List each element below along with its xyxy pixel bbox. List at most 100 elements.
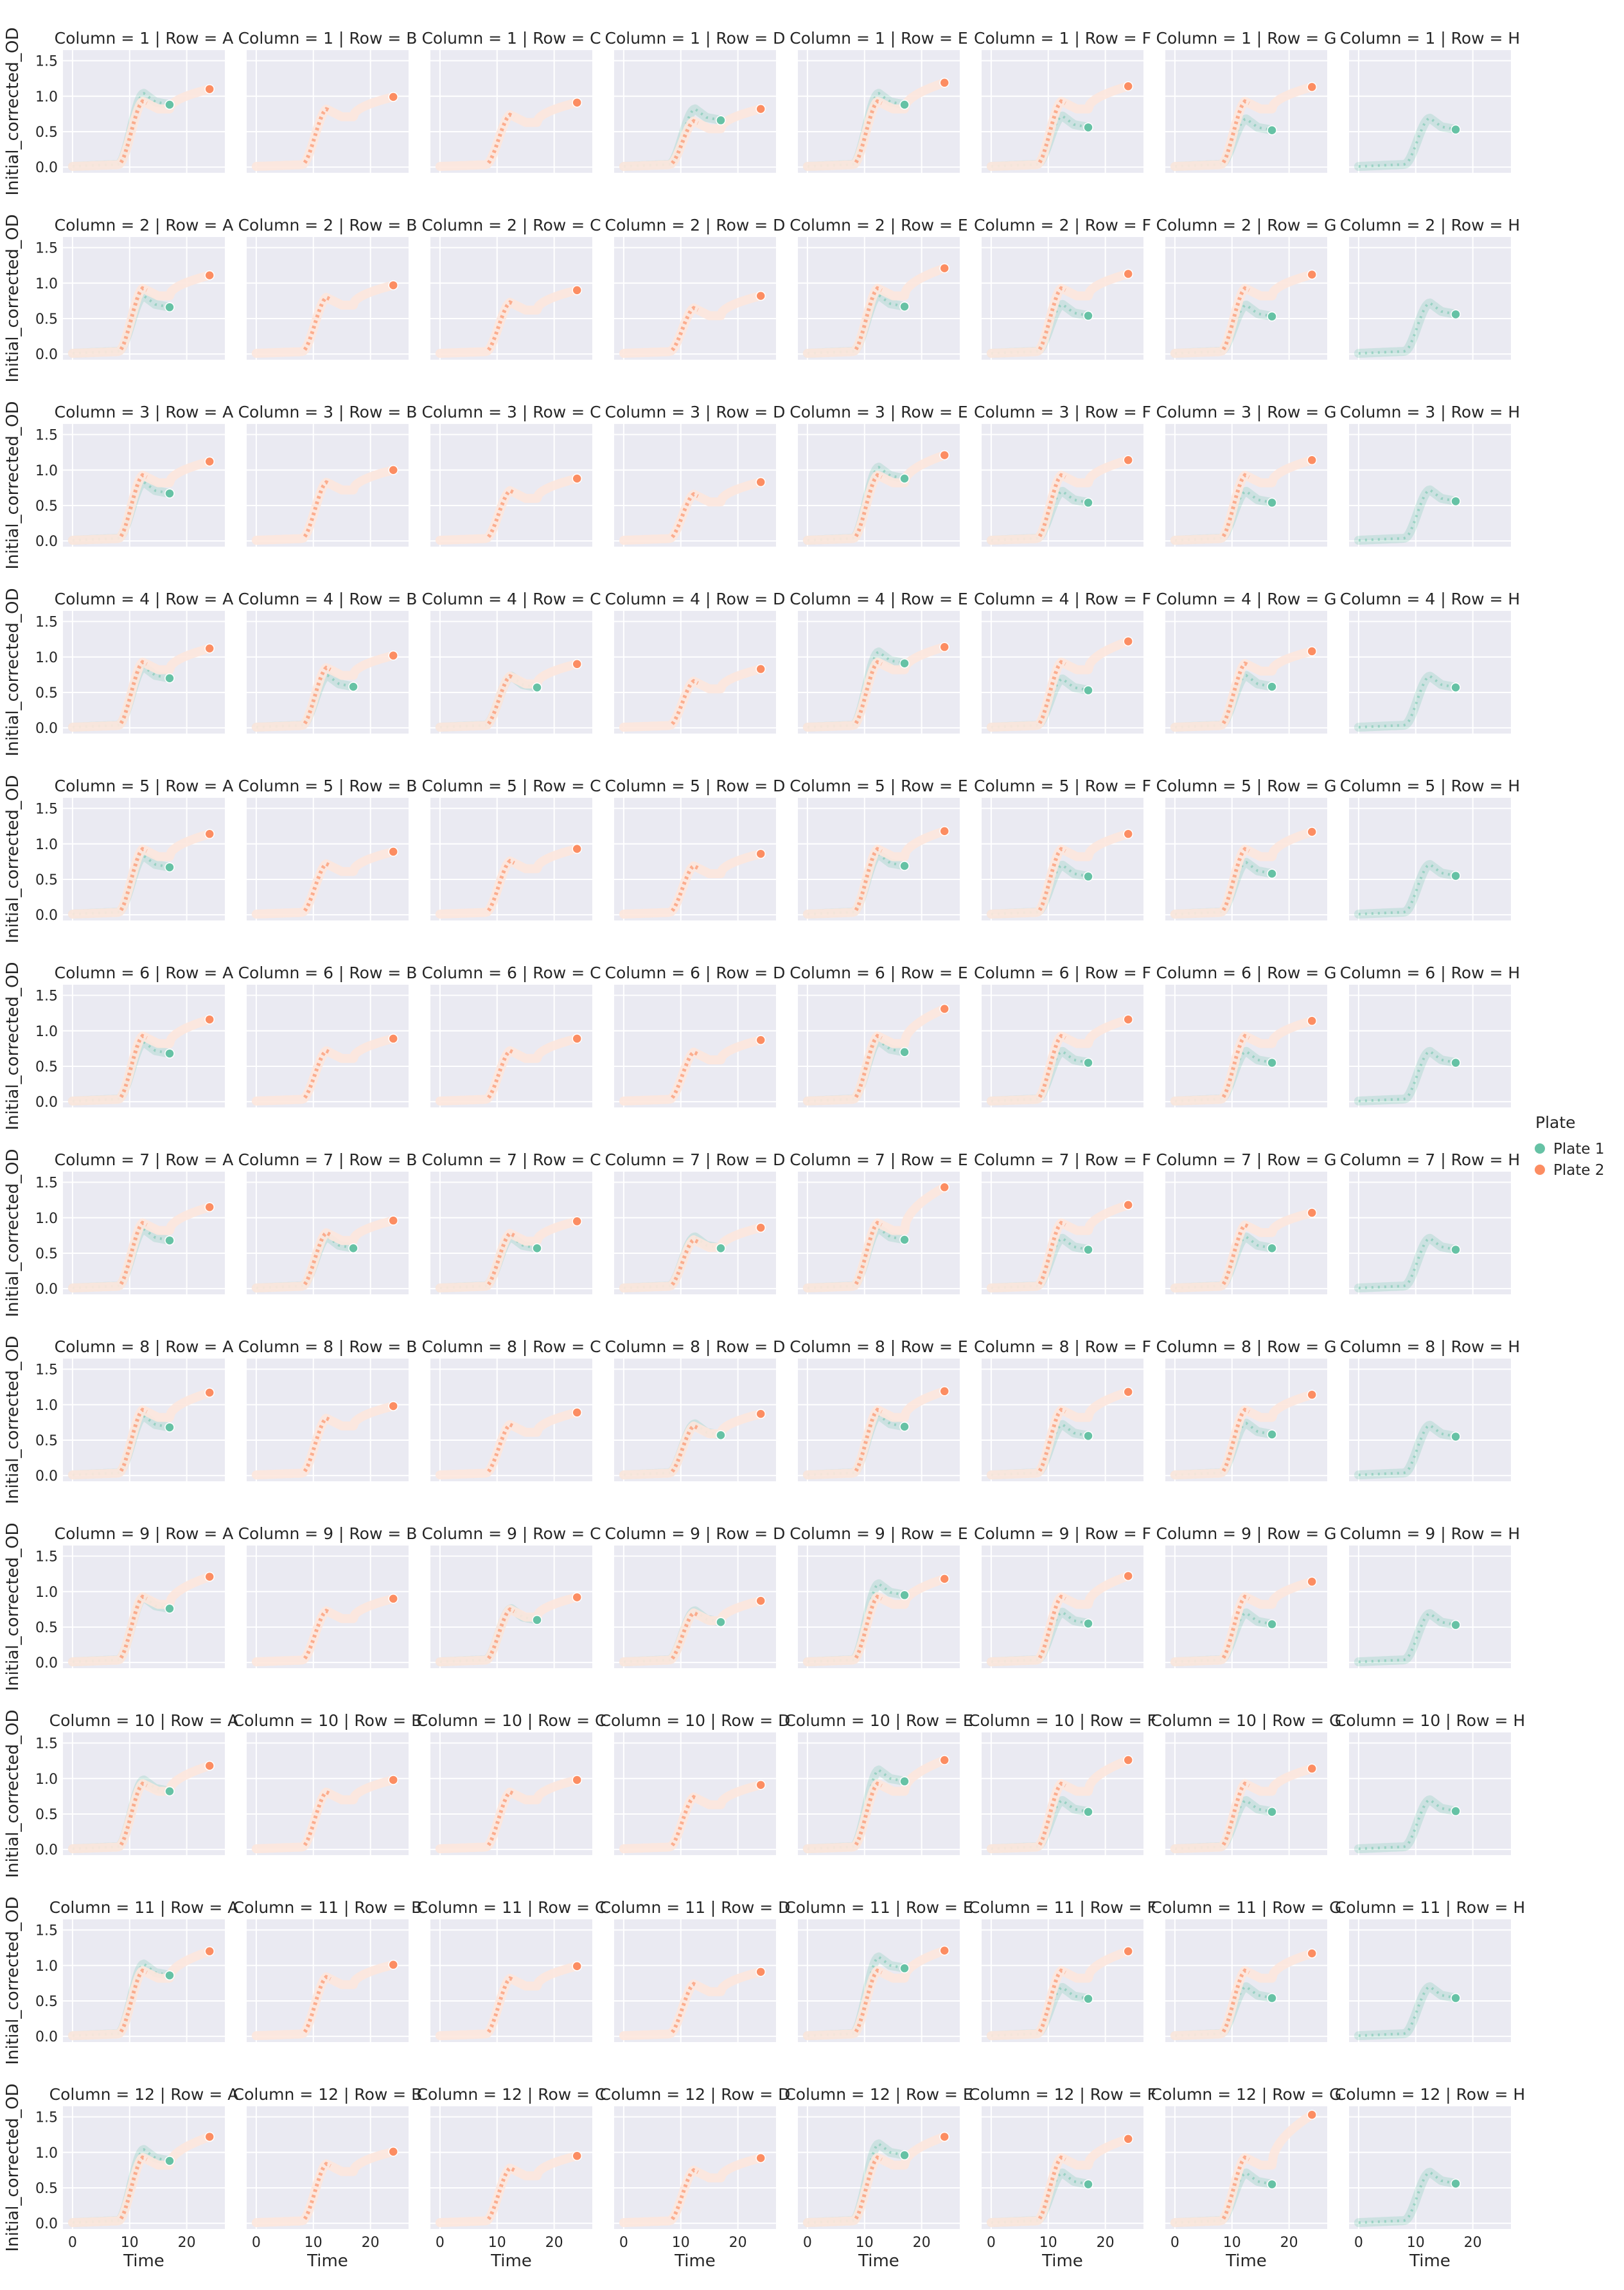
plate-2-points bbox=[1037, 1781, 1066, 1846]
panel-series bbox=[251, 1775, 398, 1854]
plate-2-final-point bbox=[1123, 81, 1133, 92]
facet-title: Column = 9 | Row = G bbox=[1156, 1524, 1336, 1543]
y-axis-label: Initial_corrected_OD bbox=[3, 1710, 22, 1878]
panel-series bbox=[1170, 270, 1317, 358]
plate-1-final-point bbox=[1451, 124, 1461, 135]
plate-2-trace bbox=[67, 84, 215, 172]
facet-title: Column = 4 | Row = H bbox=[1340, 590, 1520, 608]
y-tick-label: 0.0 bbox=[35, 1095, 58, 1111]
plate-2-points bbox=[1037, 847, 1066, 912]
plate-2-final-point bbox=[388, 1775, 398, 1785]
plate-2-points bbox=[1221, 1407, 1250, 1472]
plate-2-points bbox=[671, 678, 699, 725]
plate-1-final-point bbox=[164, 1422, 175, 1432]
y-tick-label: 1.5 bbox=[35, 615, 58, 631]
y-tick-label: 0.5 bbox=[35, 1807, 58, 1823]
panel-col-3-row-e: Column = 3 | Row = E bbox=[790, 403, 968, 547]
legend-marker-plate-1 bbox=[1535, 1143, 1545, 1154]
facet-title: Column = 4 | Row = B bbox=[238, 590, 418, 608]
panel-col-7-row-b: Column = 7 | Row = B bbox=[238, 1150, 417, 1294]
panel-series bbox=[619, 2153, 766, 2228]
panel-background bbox=[1165, 424, 1327, 547]
panel-background bbox=[1349, 424, 1511, 547]
plate-2-final-point bbox=[1307, 2109, 1317, 2120]
panel-col-6-row-h: Column = 6 | Row = H bbox=[1340, 964, 1520, 1107]
x-tick-label: 10 bbox=[1223, 2235, 1241, 2251]
facet-title: Column = 2 | Row = A bbox=[55, 216, 234, 234]
plate-2-final-point bbox=[1123, 1571, 1133, 1581]
x-tick-label: 0 bbox=[619, 2235, 628, 2251]
plate-2-final-point bbox=[1307, 1389, 1317, 1400]
panel-series bbox=[251, 847, 398, 919]
plate-2-points bbox=[303, 1975, 331, 2033]
panel-series bbox=[802, 1386, 949, 1480]
facet-title: Column = 6 | Row = H bbox=[1340, 964, 1520, 982]
panel-background bbox=[1349, 611, 1511, 734]
y-tick-label: 0.0 bbox=[35, 2029, 58, 2045]
panel-series bbox=[67, 270, 215, 358]
panel-background bbox=[1349, 1919, 1511, 2042]
plate-2-trace bbox=[1170, 270, 1317, 358]
panel-series bbox=[435, 1217, 582, 1293]
facet-title: Column = 1 | Row = C bbox=[421, 29, 601, 48]
plate-1-final-point bbox=[899, 658, 910, 669]
plate-1-final-point bbox=[899, 2150, 910, 2160]
y-tick-label: 1.5 bbox=[35, 241, 58, 257]
y-tick-label: 0.0 bbox=[35, 1468, 58, 1484]
plate-1-final-point bbox=[532, 682, 542, 692]
panel-series bbox=[251, 465, 398, 545]
panel-col-7-row-a: Column = 7 | Row = A 0.0 0.5 1.0 1.5 Initial_… bbox=[3, 1149, 233, 1317]
plate-1-final-point bbox=[899, 473, 910, 484]
y-tick-label: 0.5 bbox=[35, 1620, 58, 1636]
plate-2-trace bbox=[802, 1946, 949, 2041]
plate-2-final-point bbox=[1307, 646, 1317, 656]
plate-2-final-point bbox=[1123, 1387, 1133, 1397]
panel-col-8-row-a: Column = 8 | Row = A 0.0 0.5 1.0 1.5 Initial_… bbox=[3, 1336, 233, 1504]
y-tick-label: 1.0 bbox=[35, 89, 58, 105]
facet-title: Column = 12 | Row = C bbox=[417, 2085, 606, 2104]
panel-col-5-row-f: Column = 5 | Row = F bbox=[974, 777, 1151, 920]
y-tick-label: 0.5 bbox=[35, 125, 58, 141]
plate-2-points bbox=[1221, 847, 1250, 912]
panel-col-11-row-g: Column = 11 | Row = G bbox=[1151, 1898, 1341, 2042]
plate-2-trace bbox=[619, 1967, 766, 2041]
plate-2-points bbox=[486, 1976, 515, 2033]
facet-title: Column = 11 | Row = C bbox=[417, 1898, 606, 1917]
plate-2-points bbox=[119, 473, 148, 538]
plate-2-points bbox=[303, 480, 331, 538]
facet-title: Column = 10 | Row = G bbox=[1151, 1711, 1342, 1730]
panel-col-6-row-e: Column = 6 | Row = E bbox=[790, 964, 968, 1107]
plate-2-trace bbox=[251, 1960, 398, 2041]
panel-col-1-row-f: Column = 1 | Row = F bbox=[974, 29, 1151, 173]
panel-col-8-row-f: Column = 8 | Row = F bbox=[974, 1337, 1151, 1481]
plate-2-final-point bbox=[388, 1401, 398, 1411]
panel-background bbox=[1165, 1546, 1327, 1668]
plate-2-trace bbox=[251, 281, 398, 358]
panel-background bbox=[63, 50, 225, 173]
plate-2-final-point bbox=[1307, 1208, 1317, 1218]
legend-title: Plate bbox=[1535, 1113, 1576, 1132]
panel-col-7-row-h: Column = 7 | Row = H bbox=[1340, 1150, 1520, 1294]
plate-1-final-point bbox=[164, 488, 175, 498]
panel-col-10-row-e: Column = 10 | Row = E bbox=[784, 1711, 973, 1855]
plate-2-trace bbox=[67, 1761, 215, 1854]
plate-2-points bbox=[854, 2155, 883, 2220]
plate-2-points bbox=[1221, 286, 1250, 351]
y-tick-label: 0.0 bbox=[35, 347, 58, 363]
facet-title: Column = 7 | Row = D bbox=[605, 1150, 786, 1169]
x-axis-label: Time bbox=[1041, 2251, 1083, 2271]
x-tick-label: 10 bbox=[1039, 2235, 1057, 2251]
panel-col-9-row-h: Column = 9 | Row = H bbox=[1340, 1524, 1520, 1668]
plate-2-trace bbox=[802, 642, 949, 732]
facet-title: Column = 5 | Row = F bbox=[974, 777, 1151, 795]
facet-title: Column = 3 | Row = C bbox=[421, 403, 601, 421]
panel-background bbox=[982, 1732, 1143, 1855]
x-tick-label: 10 bbox=[1407, 2235, 1425, 2251]
panel-col-3-row-c: Column = 3 | Row = C bbox=[421, 403, 601, 547]
panel-series bbox=[251, 651, 398, 732]
plate-2-trace bbox=[1170, 82, 1317, 172]
plate-1-final-point bbox=[164, 862, 175, 872]
panel-col-4-row-h: Column = 4 | Row = H bbox=[1340, 590, 1520, 734]
facet-title: Column = 4 | Row = C bbox=[421, 590, 601, 608]
facet-title: Column = 10 | Row = C bbox=[417, 1711, 606, 1730]
